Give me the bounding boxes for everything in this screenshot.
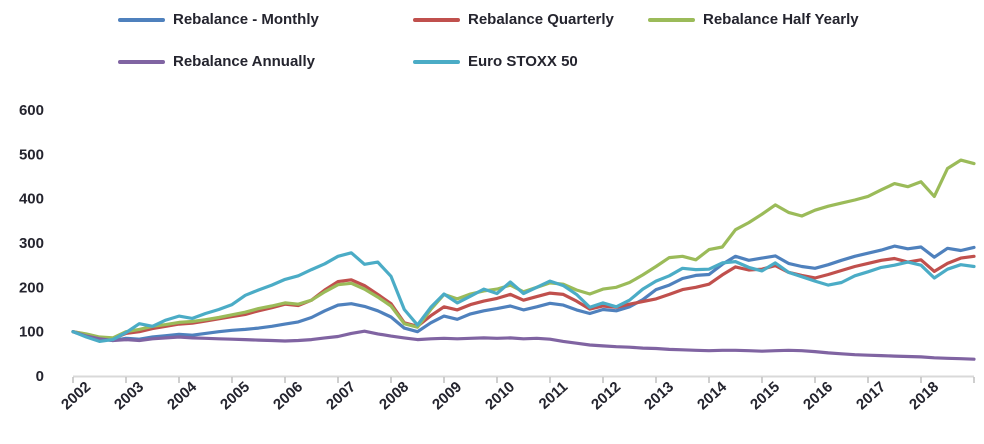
series-line-rebalance-quarterly: [71, 254, 976, 341]
x-axis-tick-label: 2007: [323, 378, 359, 413]
y-axis-tick-label: 0: [36, 368, 44, 385]
x-axis-tick-label: 2004: [164, 378, 201, 413]
legend-label-rebalance-monthly: Rebalance - Monthly: [173, 11, 319, 28]
y-axis-tick-label: 400: [19, 191, 44, 208]
y-axis-tick-label: 300: [19, 235, 44, 252]
x-axis-tick-label: 2014: [694, 378, 731, 413]
legend-item-rebalance-half-yearly[interactable]: Rebalance Half Yearly: [648, 11, 859, 29]
legend-item-euro-stoxx-50[interactable]: Euro STOXX 50: [413, 53, 578, 71]
x-axis-tick-label: 2015: [747, 378, 783, 413]
x-axis-tick-label: 2003: [111, 378, 147, 413]
series-line-rebalance-monthly: [71, 244, 976, 343]
legend-item-rebalance-monthly[interactable]: Rebalance - Monthly: [118, 11, 319, 29]
legend-label-rebalance-half-yearly: Rebalance Half Yearly: [703, 11, 859, 28]
x-axis-tick-label: 2017: [853, 378, 889, 413]
legend-label-rebalance-quarterly: Rebalance Quarterly: [468, 11, 614, 28]
y-axis-tick-label: 100: [19, 324, 44, 341]
legend-item-rebalance-annually[interactable]: Rebalance Annually: [118, 53, 315, 71]
x-axis-tick-label: 2008: [376, 378, 412, 413]
x-axis-tick-label: 2018: [906, 378, 942, 413]
x-axis-tick-label: 2002: [58, 378, 94, 413]
x-axis-tick-label: 2012: [588, 378, 624, 413]
series-line-euro-stoxx-50: [71, 251, 976, 343]
x-axis-tick-label: 2009: [429, 378, 465, 413]
x-axis-tick-label: 2010: [482, 378, 518, 413]
legend-label-rebalance-annually: Rebalance Annually: [173, 53, 315, 70]
legend-label-euro-stoxx-50: Euro STOXX 50: [468, 53, 578, 70]
legend-swatch-rebalance-annually: [118, 60, 165, 64]
legend-swatch-rebalance-half-yearly: [648, 18, 695, 22]
x-axis-tick-label: 2011: [536, 378, 572, 412]
legend-item-rebalance-quarterly[interactable]: Rebalance Quarterly: [413, 11, 614, 29]
x-axis-tick-label: 2005: [217, 378, 253, 413]
legend-swatch-rebalance-quarterly: [413, 18, 460, 22]
y-axis-tick-label: 600: [19, 102, 44, 119]
y-axis-tick-label: 500: [19, 146, 44, 163]
legend-swatch-rebalance-monthly: [118, 18, 165, 22]
x-axis-tick-label: 2013: [641, 378, 677, 413]
x-axis-tick-label: 2016: [800, 378, 836, 413]
y-axis-tick-label: 200: [19, 279, 44, 296]
legend-swatch-euro-stoxx-50: [413, 60, 460, 64]
series-line-rebalance-annually: [71, 329, 976, 361]
x-axis-tick-label: 2006: [270, 378, 306, 413]
